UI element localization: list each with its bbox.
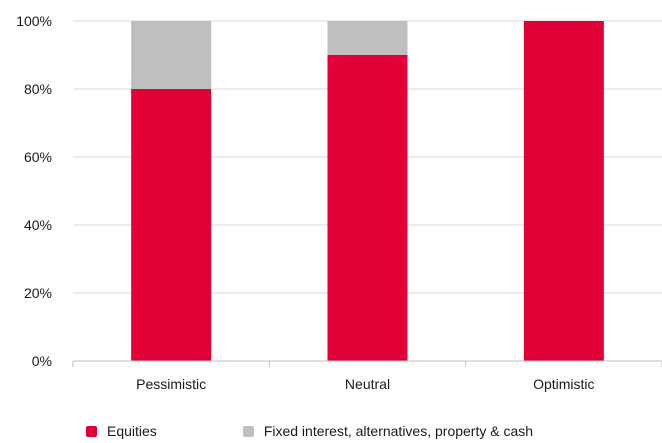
legend-item-equities: Equities [86, 423, 157, 439]
bars [131, 21, 604, 361]
legend: Equities Fixed interest, alternatives, p… [86, 423, 563, 439]
y-axis-ticks: 0% 20% 40% 60% 80% 100% [16, 13, 52, 369]
y-tick-label: 60% [24, 149, 52, 165]
legend-swatch-fixed-interest [242, 425, 254, 437]
legend-swatch-equities [86, 425, 97, 437]
y-tick-label: 40% [24, 217, 52, 233]
legend-label-fixed-interest: Fixed interest, alternatives, property &… [263, 423, 534, 439]
x-axis-ticks [72, 361, 662, 367]
y-tick-label: 100% [16, 13, 52, 29]
category-labels: Pessimistic Neutral Optimistic [136, 376, 594, 392]
bar-fixed-interest-pessimistic [131, 21, 212, 89]
bar-equities-neutral [327, 55, 408, 361]
bar-equities-optimistic [523, 21, 604, 361]
bar-equities-pessimistic [131, 89, 212, 361]
y-tick-label: 80% [24, 81, 52, 97]
y-tick-label: 0% [32, 353, 52, 369]
bar-fixed-interest-neutral [327, 21, 408, 55]
legend-item-fixed-interest: Fixed interest, alternatives, property &… [242, 423, 534, 439]
x-category-label: Optimistic [533, 376, 594, 392]
y-tick-label: 20% [24, 285, 52, 301]
x-category-label: Pessimistic [136, 376, 206, 392]
legend-label-equities: Equities [107, 423, 157, 439]
x-category-label: Neutral [345, 376, 390, 392]
